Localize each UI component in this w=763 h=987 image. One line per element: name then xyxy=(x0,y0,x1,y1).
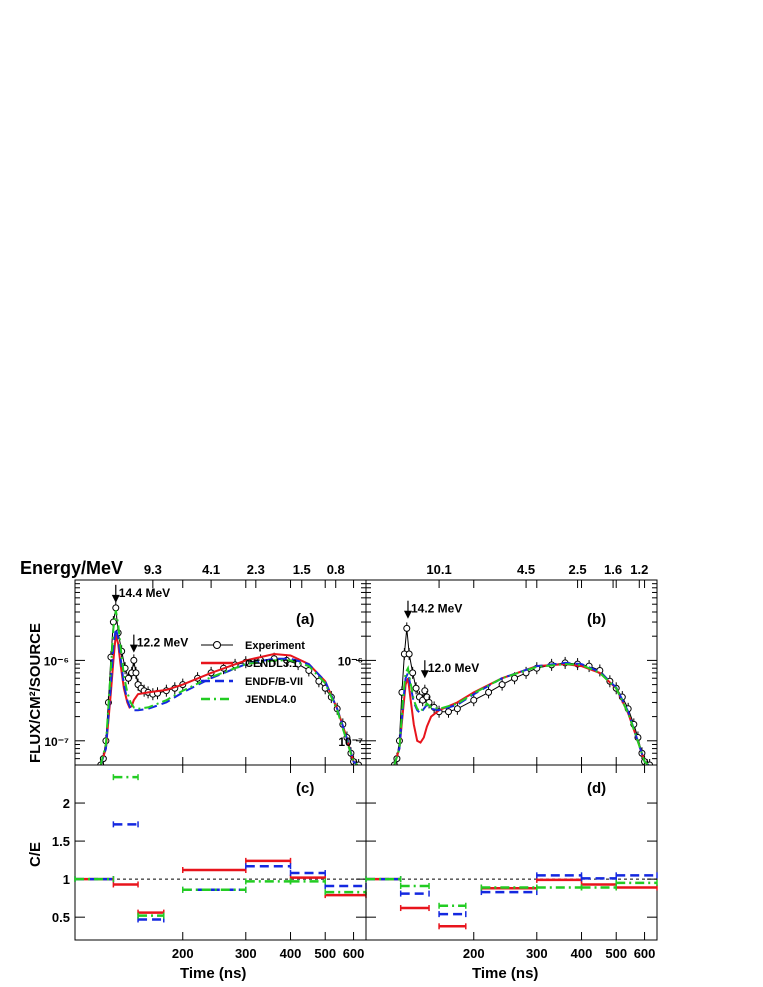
data-point-experiment xyxy=(498,681,506,689)
x-tick-label: 500 xyxy=(605,946,627,961)
annotation-arrow-head xyxy=(111,594,120,603)
data-point-experiment xyxy=(412,684,420,692)
y-label-top: FLUX/CM²/SOURCE xyxy=(27,623,44,763)
energy-tick-label: 4.1 xyxy=(202,562,220,577)
x-tick-label: 200 xyxy=(172,946,194,961)
energy-tick-label: 2.5 xyxy=(569,562,587,577)
y-tick-label: 10⁻⁶ xyxy=(338,654,363,668)
x-label-right: Time (ns) xyxy=(472,965,538,982)
y-label-bottom: C/E xyxy=(27,842,44,867)
data-point-experiment xyxy=(511,674,519,682)
data-point-experiment xyxy=(470,696,478,704)
annotation-label: 12.0 MeV xyxy=(428,661,479,675)
y-tick-label: 2 xyxy=(63,796,70,811)
frame-c xyxy=(74,764,367,941)
annotation-arrow-head xyxy=(403,610,412,619)
y-tick-label: 0.5 xyxy=(52,910,70,925)
top-axis-title: Energy/MeV xyxy=(20,558,123,578)
data-point-experiment xyxy=(132,669,140,677)
energy-tick-label: 0.8 xyxy=(327,562,345,577)
data-point-experiment xyxy=(315,677,323,685)
legend-label-endf-b-vii: ENDF/B-VII xyxy=(245,676,303,688)
data-point-experiment xyxy=(409,669,417,677)
annotation-arrow-head xyxy=(420,670,429,679)
plots-layer: 10⁻⁷ 10⁻⁶ 9.3 4.1 2.3 1.5 0.8 (a) 14.4 MeV 12.2 M… xyxy=(44,562,658,961)
y-tick-label: 10⁻⁷ xyxy=(44,735,69,749)
x-tick-label: 500 xyxy=(314,946,336,961)
data-point-experiment xyxy=(130,656,138,664)
annotation-arrow-head xyxy=(129,644,138,653)
y-tick-label: 10⁻⁷ xyxy=(338,735,363,749)
annotation-label: 12.2 MeV xyxy=(137,636,188,650)
series-cendl3-1-a xyxy=(99,634,359,765)
series-jendl4-0-b xyxy=(393,663,650,765)
panel-label-a: (a) xyxy=(296,611,314,628)
x-tick-label: 200 xyxy=(463,946,485,961)
panel-label-d: (d) xyxy=(587,780,606,797)
energy-tick-label: 4.5 xyxy=(517,562,535,577)
panel-d: 200 300 400 500 600 (d) xyxy=(365,764,658,961)
x-tick-label: 300 xyxy=(235,946,257,961)
legend-label-cendl3-1: CENDL3.1 xyxy=(245,658,298,670)
x-tick-label: 600 xyxy=(343,946,365,961)
legend-label-experiment: Experiment xyxy=(245,640,305,652)
frame-d xyxy=(365,764,658,941)
x-tick-label: 400 xyxy=(571,946,593,961)
y-tick-label: 10⁻⁶ xyxy=(44,654,69,668)
data-point-experiment xyxy=(421,687,429,695)
energy-tick-label: 2.3 xyxy=(247,562,265,577)
annotation-label: 14.2 MeV xyxy=(411,602,462,616)
data-point-experiment xyxy=(403,624,411,632)
y-tick-label: 1 xyxy=(63,872,70,887)
legend-label-jendl4-0: JENDL4.0 xyxy=(245,694,296,706)
y-tick-label: 1.5 xyxy=(52,834,70,849)
panel-b: 10⁻⁷ 10⁻⁶ 10.1 4.5 2.5 1.6 1.2 (b) 14.2 MeV 12.0 … xyxy=(338,562,658,766)
x-tick-label: 600 xyxy=(634,946,656,961)
panel-label-c: (c) xyxy=(296,780,314,797)
data-point-experiment xyxy=(453,705,461,713)
energy-tick-label: 10.1 xyxy=(426,562,451,577)
x-tick-label: 300 xyxy=(526,946,548,961)
data-point-experiment xyxy=(112,604,120,612)
energy-tick-label: 1.6 xyxy=(604,562,622,577)
annotation-label: 14.4 MeV xyxy=(119,586,170,600)
x-label-left: Time (ns) xyxy=(180,965,246,982)
panel-a: 10⁻⁷ 10⁻⁶ 9.3 4.1 2.3 1.5 0.8 (a) 14.4 MeV 12.2 M… xyxy=(44,562,367,766)
energy-tick-label: 9.3 xyxy=(144,562,162,577)
series-jendl4-0-a xyxy=(99,610,359,765)
data-point-experiment xyxy=(444,708,452,716)
panel-c: 0.5 1 1.5 2 200 300 400 500 600 (c) xyxy=(52,764,367,961)
data-point-experiment xyxy=(485,688,493,696)
energy-tick-label: 1.2 xyxy=(630,562,648,577)
energy-tick-label: 1.5 xyxy=(293,562,311,577)
x-tick-label: 400 xyxy=(280,946,302,961)
legend-marker-experiment xyxy=(213,641,221,649)
data-point-experiment xyxy=(405,650,413,658)
series-experiment-b xyxy=(393,628,650,765)
panel-label-b: (b) xyxy=(587,611,606,628)
